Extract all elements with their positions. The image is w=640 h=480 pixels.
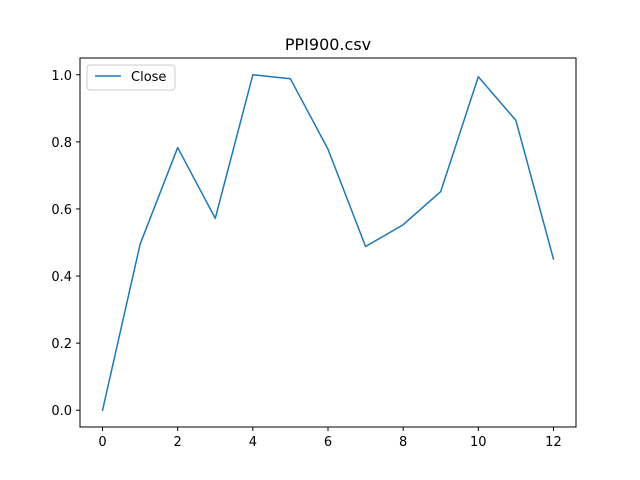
- y-tick-label: 0.6: [51, 203, 72, 218]
- y-tick-label: 0.4: [51, 270, 72, 285]
- x-tick-label: 10: [470, 435, 487, 450]
- chart-title: PPI900.csv: [285, 35, 371, 54]
- series-line-close: [101, 74, 555, 412]
- y-tick-label: 0.0: [51, 404, 72, 419]
- legend: Close: [86, 64, 176, 91]
- x-axis: 0 2 4 6 8 10 12: [98, 427, 562, 450]
- legend-label-close: Close: [131, 70, 166, 85]
- x-tick-label: 6: [324, 435, 332, 450]
- x-tick-label: 4: [249, 435, 257, 450]
- plot-area-frame: [79, 57, 577, 428]
- x-tick-label: 12: [545, 435, 562, 450]
- y-axis: 0.0 0.2 0.4 0.6 0.8 1.0: [51, 69, 80, 419]
- legend-box: [86, 64, 176, 91]
- y-tick-label: 0.2: [51, 337, 72, 352]
- series-layer: [101, 74, 555, 412]
- y-tick-label: 0.8: [51, 136, 72, 151]
- x-tick-label: 8: [399, 435, 407, 450]
- x-tick-label: 2: [174, 435, 182, 450]
- x-tick-label: 0: [98, 435, 106, 450]
- y-tick-label: 1.0: [51, 69, 72, 84]
